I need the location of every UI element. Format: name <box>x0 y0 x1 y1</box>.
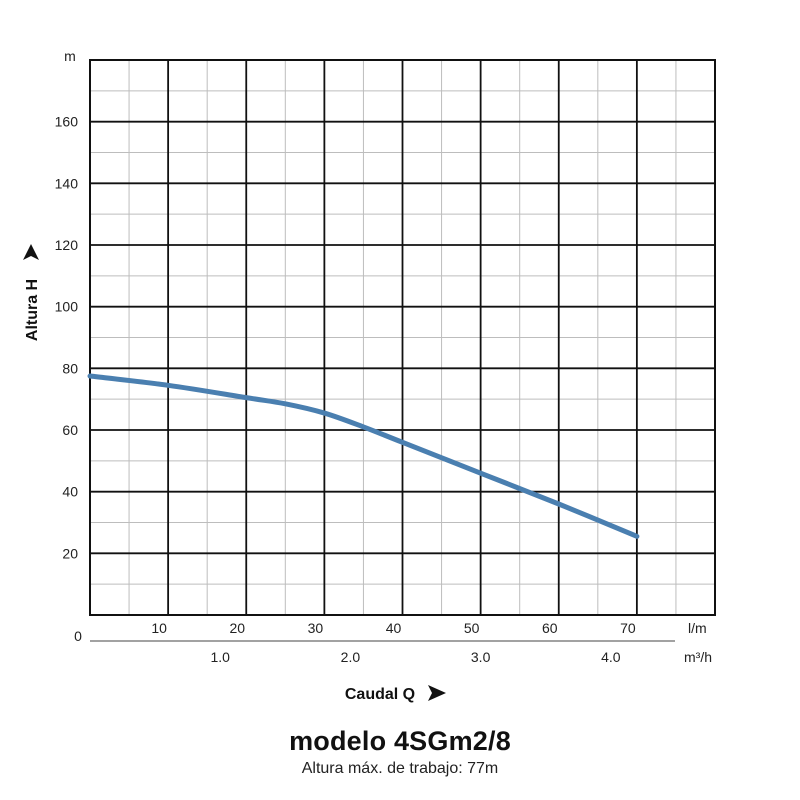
x-tick-label: 40 <box>386 620 402 636</box>
x2-tick-label: 3.0 <box>471 649 491 665</box>
major-gridlines <box>90 60 715 615</box>
y-tick-labels: 20 40 60 80 100 120 140 160 <box>55 114 79 562</box>
x2-unit-label: m³/h <box>684 649 712 665</box>
x-tick-labels: 10 20 30 40 50 60 70 <box>151 620 636 636</box>
x-tick-label: 30 <box>308 620 324 636</box>
y-tick-label: 120 <box>55 237 79 253</box>
origin-label: 0 <box>74 628 82 644</box>
plot-frame <box>89 59 716 616</box>
y-tick-label: 100 <box>55 299 79 315</box>
x-tick-label: 10 <box>151 620 167 636</box>
y-axis-title: Altura H <box>23 244 41 341</box>
x-tick-label: 60 <box>542 620 558 636</box>
y-unit-label: m <box>64 48 76 64</box>
arrow-right-icon <box>23 244 39 260</box>
y-tick-label: 80 <box>62 360 78 376</box>
y-tick-label: 40 <box>62 484 78 500</box>
x-tick-label: 20 <box>229 620 245 636</box>
y-tick-label: 160 <box>55 114 79 130</box>
chart-title: modelo 4SGm2/8 <box>289 726 511 756</box>
x-tick-label: 70 <box>620 620 636 636</box>
y-tick-label: 20 <box>62 545 78 561</box>
x-axis-title: Caudal Q <box>345 685 446 703</box>
y-tick-label: 140 <box>55 175 79 191</box>
x2-tick-label: 2.0 <box>341 649 361 665</box>
x2-tick-label: 4.0 <box>601 649 621 665</box>
series-points <box>89 375 637 537</box>
y-tick-label: 60 <box>62 422 78 438</box>
arrow-right-icon <box>428 685 446 701</box>
series-line <box>87 373 640 539</box>
x2-tick-labels: 1.0 2.0 3.0 4.0 <box>210 649 620 665</box>
x-unit-label: l/m <box>688 620 707 636</box>
y-axis-title-text: Altura H <box>24 279 41 341</box>
x2-tick-label: 1.0 <box>210 649 230 665</box>
chart-subtitle: Altura máx. de trabajo: 77m <box>301 760 499 777</box>
x-tick-label: 50 <box>464 620 480 636</box>
x-axis-title-text: Caudal Q <box>345 686 415 703</box>
